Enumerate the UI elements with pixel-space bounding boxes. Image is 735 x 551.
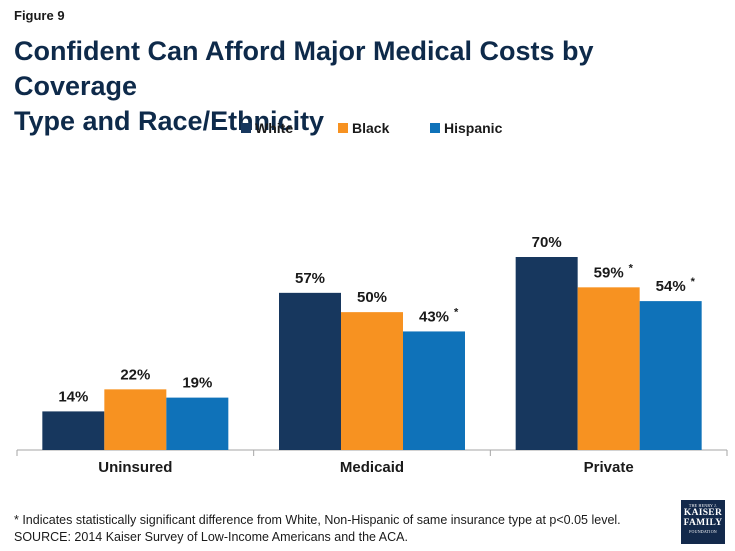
bar-private-white (515, 257, 578, 450)
bar-uninsured-hispanic (166, 397, 229, 450)
footnote: * Indicates statistically significant di… (14, 512, 621, 546)
data-label-uninsured-white: 14% (58, 388, 88, 405)
bar-private-black (577, 287, 640, 450)
logo-line-4: FOUNDATION (689, 529, 717, 534)
chart-title-line-1: Confident Can Afford Major Medical Costs… (14, 36, 594, 101)
significance-marker: * (629, 262, 634, 274)
bar-medicaid-hispanic (403, 331, 465, 450)
bar-medicaid-black (341, 312, 403, 450)
data-label-private-hispanic: 54% (656, 278, 686, 295)
legend-label-white: White (255, 120, 294, 136)
chart-title: Confident Can Afford Major Medical Costs… (14, 34, 714, 139)
bar-medicaid-white (279, 292, 341, 450)
data-label-uninsured-black: 22% (120, 366, 150, 383)
kff-logo: THE HENRY J. KAISER FAMILY FOUNDATION (681, 500, 725, 544)
logo-line-2: KAISER (683, 508, 723, 518)
data-label-medicaid-hispanic: 43% (419, 308, 449, 325)
footnote-source: SOURCE: 2014 Kaiser Survey of Low-Income… (14, 530, 408, 544)
bar-chart: 14% 22% 19% Uninsured 57% 50% 43% * Medicaid 70% 5… (16, 234, 728, 476)
data-label-medicaid-black: 50% (357, 289, 387, 306)
data-label-uninsured-hispanic: 19% (182, 375, 212, 392)
bar-uninsured-black (104, 389, 167, 450)
logo-line-3: FAMILY (683, 518, 723, 528)
significance-marker: * (691, 276, 696, 288)
data-label-private-black: 59% (594, 264, 624, 281)
x-tick-label-uninsured: Uninsured (98, 459, 172, 476)
legend-item-hispanic: Hispanic (430, 120, 502, 136)
legend-swatch-white (241, 123, 251, 134)
x-tick-label-private: Private (584, 459, 634, 476)
bar-private-hispanic (639, 301, 702, 450)
legend-label-black: Black (352, 120, 390, 136)
logo-line-1: THE HENRY J. (688, 503, 718, 508)
legend-swatch-black (338, 123, 348, 134)
chart-title-line-2: Type and Race/Ethnicity (14, 106, 325, 136)
legend-item-white: White (241, 120, 293, 136)
x-tick-label-medicaid: Medicaid (340, 459, 404, 476)
bar-uninsured-white (42, 411, 105, 450)
data-label-private-white: 70% (532, 234, 562, 251)
legend-swatch-hispanic (430, 123, 440, 134)
data-label-medicaid-white: 57% (295, 270, 325, 287)
figure-label: Figure 9 (14, 8, 65, 23)
footnote-significance: * Indicates statistically significant di… (14, 513, 621, 527)
legend-label-hispanic: Hispanic (444, 120, 503, 136)
legend-item-black: Black (338, 120, 389, 136)
significance-marker: * (454, 306, 459, 318)
